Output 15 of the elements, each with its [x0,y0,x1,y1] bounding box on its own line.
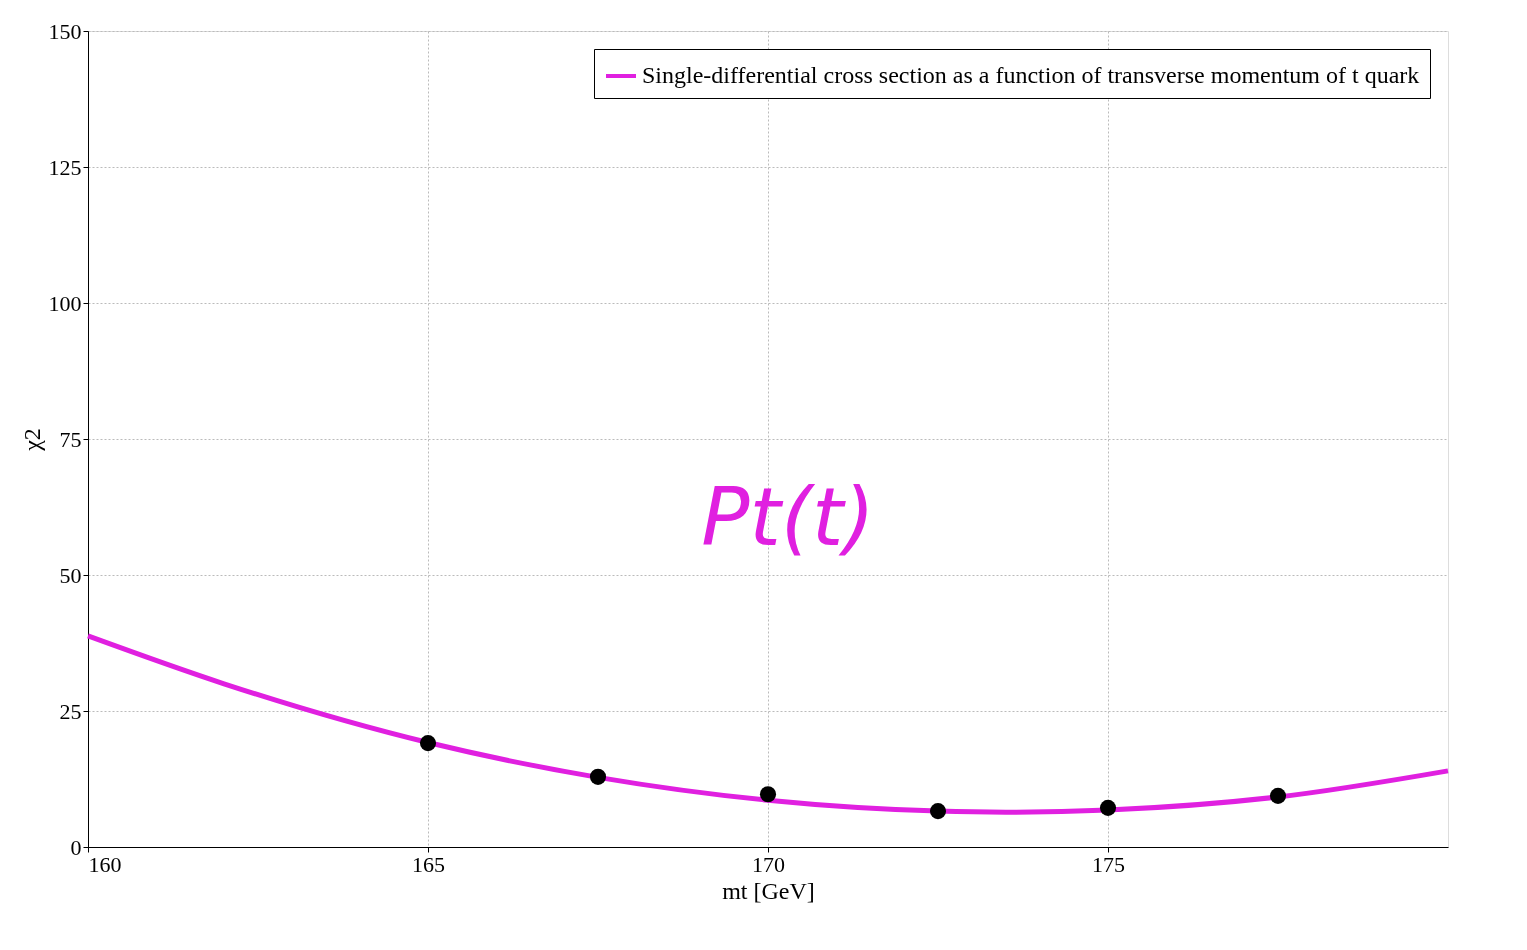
x-tick-label: 170 [752,851,785,877]
y-axis-title: χ2 [18,428,45,452]
y-tick-label: 75 [59,426,82,452]
y-tick-label: 125 [48,154,82,180]
y-tick-label: 150 [48,18,82,44]
y-tick-label: 25 [59,698,82,724]
y-tick-label: 50 [59,562,82,588]
y-tick-label: 0 [70,834,82,860]
x-tick-label: 165 [412,851,445,877]
x-axis-title: mt [GeV] [722,877,815,904]
legend-label: Single-differential cross section as a function of transverse momentum of t quark [642,62,1420,88]
annotation: Pt(t) [701,471,875,564]
y-tick-label: 100 [48,290,82,316]
x-tick-label: 175 [1092,851,1125,877]
x-tick-label: 160 [88,851,122,877]
